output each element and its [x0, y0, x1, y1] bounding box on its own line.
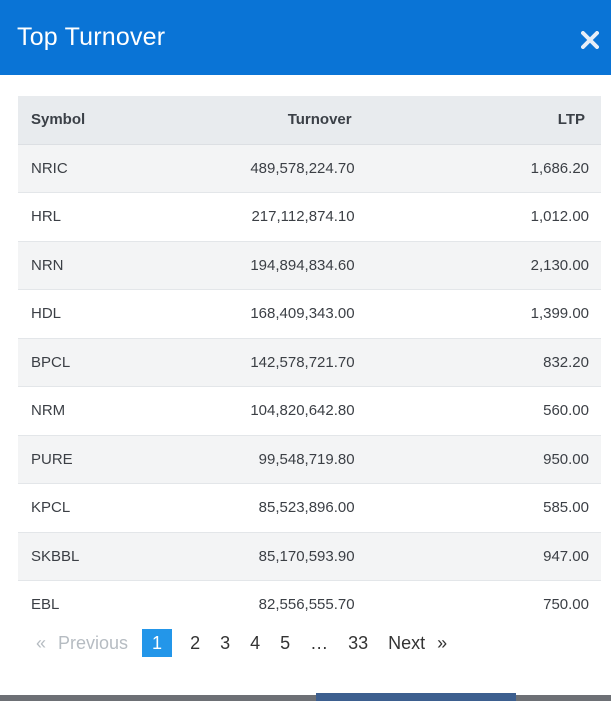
previous-page-button[interactable]: « Previous	[22, 629, 142, 657]
table-row[interactable]: KPCL 85,523,896.00 585.00	[18, 483, 601, 532]
pagination-ellipsis: …	[310, 632, 329, 653]
cell-symbol: HDL	[18, 289, 165, 338]
cell-symbol: NRN	[18, 240, 165, 290]
cell-symbol: HRL	[18, 192, 165, 241]
cell-turnover: 85,170,593.90	[164, 531, 531, 581]
column-header-turnover[interactable]: Turnover	[164, 96, 531, 145]
background-banner-fragment	[316, 693, 516, 701]
table-row[interactable]: NRIC 489,578,224.70 1,686.20	[18, 143, 601, 193]
next-arrow-icon: »	[437, 632, 448, 653]
next-label: Next	[388, 632, 426, 653]
table-row[interactable]: HRL 217,112,874.10 1,012.00	[18, 192, 601, 241]
cell-symbol: PURE	[18, 434, 165, 484]
table-header-row: Symbol Turnover LTP	[18, 96, 601, 145]
previous-label: Previous	[58, 632, 129, 653]
page-button-last[interactable]: 33	[348, 632, 369, 653]
previous-arrow-icon: «	[36, 632, 47, 653]
cell-turnover: 142,578,721.70	[164, 337, 531, 387]
page-button-4[interactable]: 4	[250, 632, 261, 653]
cell-ltp: 1,399.00	[530, 289, 601, 338]
cell-symbol: NRIC	[18, 143, 165, 193]
page-button-5[interactable]: 5	[280, 632, 291, 653]
turnover-table-container: Symbol Turnover LTP NRIC 489,578,224.70 1,…	[18, 96, 601, 628]
column-header-ltp[interactable]: LTP	[530, 96, 601, 145]
cell-ltp: 1,012.00	[530, 192, 601, 241]
modal-title: Top Turnover	[17, 23, 166, 51]
cell-symbol: BPCL	[18, 337, 165, 387]
cell-symbol: EBL	[18, 580, 165, 628]
cell-symbol: NRM	[18, 386, 165, 435]
table-row[interactable]: SKBBL 85,170,593.90 947.00	[18, 531, 601, 581]
cell-turnover: 82,556,555.70	[164, 580, 531, 628]
cell-ltp: 585.00	[530, 483, 601, 532]
table-row[interactable]: NRM 104,820,642.80 560.00	[18, 386, 601, 435]
table-row[interactable]: HDL 168,409,343.00 1,399.00	[18, 289, 601, 338]
turnover-table: Symbol Turnover LTP NRIC 489,578,224.70 1,…	[18, 96, 601, 628]
cell-ltp: 947.00	[530, 531, 601, 581]
cell-symbol: SKBBL	[18, 531, 165, 581]
close-icon	[581, 30, 599, 49]
table-row[interactable]: BPCL 142,578,721.70 832.20	[18, 337, 601, 387]
cell-ltp: 2,130.00	[530, 240, 601, 290]
cell-symbol: KPCL	[18, 483, 165, 532]
next-page-button[interactable]: Next »	[378, 629, 463, 657]
table-row[interactable]: EBL 82,556,555.70 750.00	[18, 580, 601, 628]
cell-ltp: 832.20	[530, 337, 601, 387]
cell-ltp: 950.00	[530, 434, 601, 484]
cell-turnover: 168,409,343.00	[164, 289, 531, 338]
cell-ltp: 750.00	[530, 580, 601, 628]
background-page-edge	[0, 693, 611, 701]
cell-turnover: 489,578,224.70	[164, 143, 531, 193]
cell-turnover: 104,820,642.80	[164, 386, 531, 435]
page-button-2[interactable]: 2	[190, 632, 201, 653]
cell-turnover: 194,894,834.60	[164, 240, 531, 290]
cell-turnover: 85,523,896.00	[164, 483, 531, 532]
modal-header: Top Turnover	[0, 0, 611, 75]
cell-ltp: 1,686.20	[530, 143, 601, 193]
cell-ltp: 560.00	[530, 386, 601, 435]
column-header-symbol[interactable]: Symbol	[18, 96, 165, 145]
page-button-1[interactable]: 1	[142, 629, 173, 657]
cell-turnover: 99,548,719.80	[164, 434, 531, 484]
cell-turnover: 217,112,874.10	[164, 192, 531, 241]
pagination: « Previous 1 2 3 4 5 … 33 Next »	[22, 629, 463, 657]
page-button-3[interactable]: 3	[220, 632, 231, 653]
table-row[interactable]: PURE 99,548,719.80 950.00	[18, 434, 601, 484]
table-row[interactable]: NRN 194,894,834.60 2,130.00	[18, 240, 601, 290]
close-button[interactable]	[578, 28, 602, 52]
